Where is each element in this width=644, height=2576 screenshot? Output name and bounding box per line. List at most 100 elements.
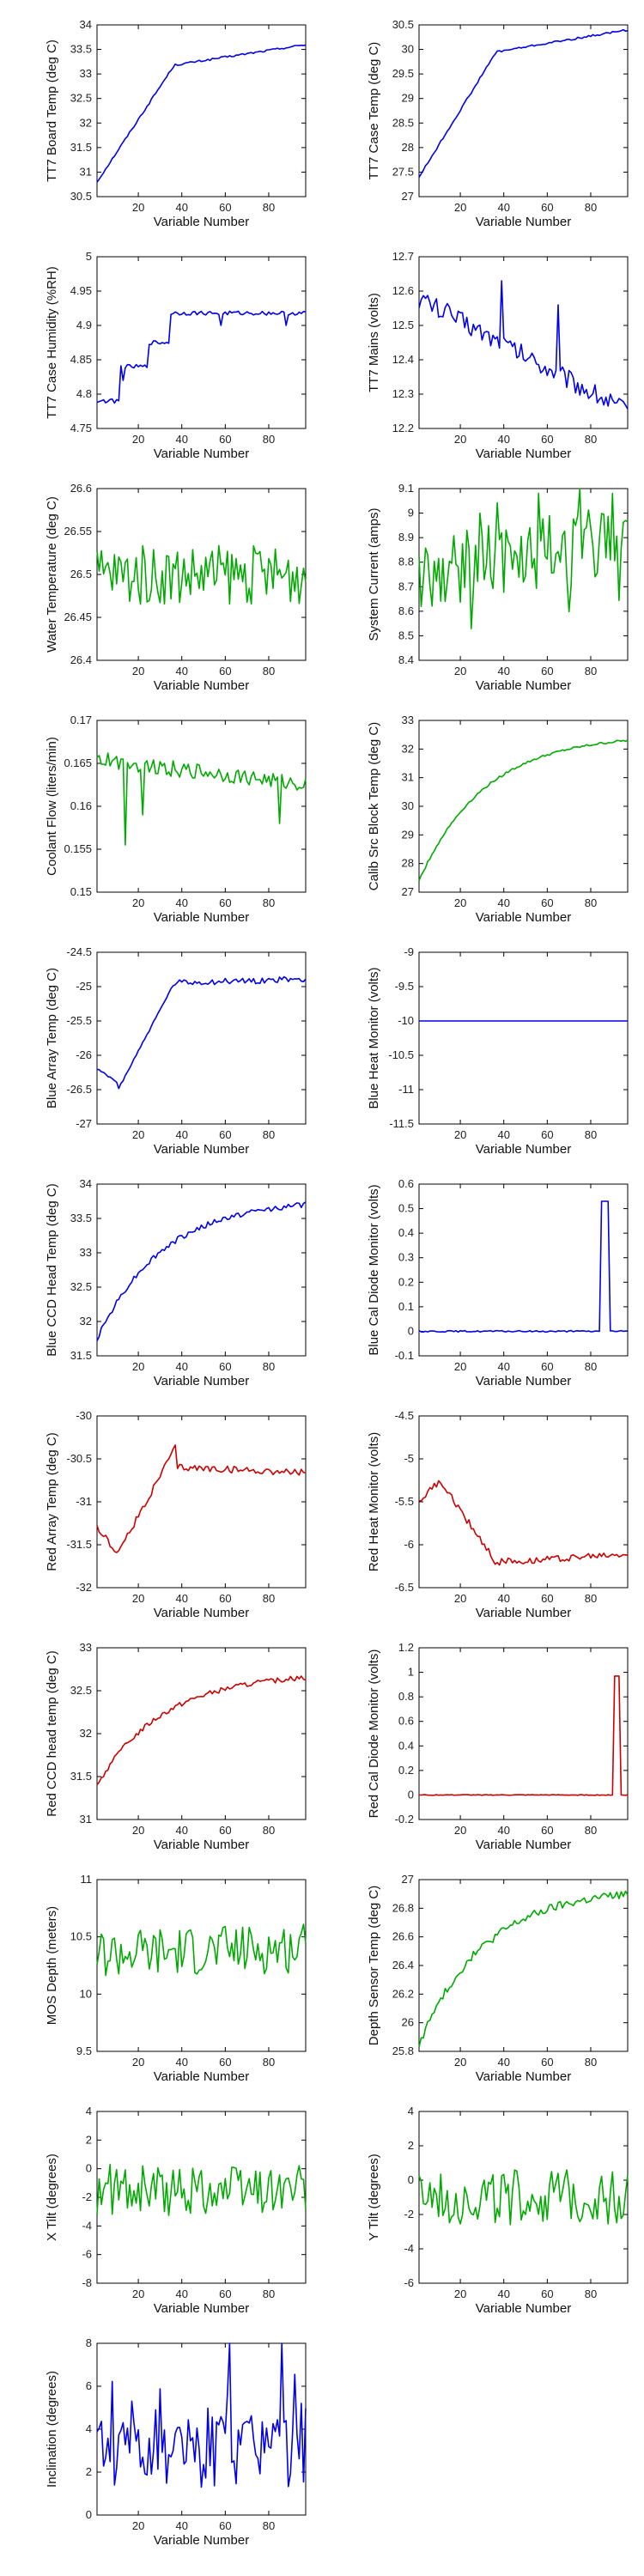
x-axis-label: Variable Number	[476, 2069, 571, 2084]
y-tick-label: 26	[402, 2016, 414, 2029]
chart-panel: 8.4 8.5 8.6 8.7 8.8 8.9 9 9.1 20 40 60 80 Variable N…	[322, 468, 644, 700]
y-axis-label: Blue Cal Diode Monitor (volts)	[367, 1184, 381, 1355]
x-tick-label: 20	[454, 2056, 466, 2069]
y-tick-label: 4.8	[76, 387, 92, 400]
plot-frame	[96, 720, 307, 893]
y-tick-label: -11.5	[389, 1117, 414, 1130]
chart-panel: 0.15 0.155 0.16 0.165 0.17 20 40 60 80 Variable N…	[0, 700, 322, 932]
x-tick-label: 60	[219, 2056, 231, 2069]
y-tick-label: 9	[408, 507, 414, 519]
chart-svg: 8.4 8.5 8.6 8.7 8.8 8.9 9 9.1 20 40 60 80 Variable N…	[367, 482, 629, 693]
y-tick-label: -2	[82, 2190, 92, 2203]
y-axis-label: Red Cal Diode Monitor (volts)	[367, 1649, 381, 1819]
y-tick-label: 33.5	[70, 1212, 92, 1224]
y-tick-label: -10	[398, 1014, 414, 1027]
y-tick-label: 4.95	[70, 284, 92, 297]
y-axis-label: TT7 Mains (volts)	[367, 293, 381, 392]
y-axis-label: Depth Sensor Temp (deg C)	[367, 1886, 381, 2045]
y-axis-label: Water Temperature (deg C)	[45, 496, 59, 653]
x-axis-label: Variable Number	[476, 1606, 571, 1620]
y-tick-label: -31	[76, 1495, 92, 1508]
y-tick-label: 4.9	[76, 319, 92, 331]
plot-frame	[96, 951, 307, 1125]
y-tick-label: 33	[80, 1641, 92, 1654]
x-tick-label: 80	[585, 1360, 597, 1373]
y-axis-label: Calib Src Block Temp (deg C)	[367, 722, 381, 890]
x-tick-label: 80	[585, 2287, 597, 2300]
x-tick-label: 80	[585, 201, 597, 214]
x-tick-label: 40	[175, 1128, 187, 1141]
y-tick-label: 28	[402, 141, 414, 154]
x-tick-label: 80	[585, 896, 597, 909]
x-tick-label: 80	[263, 1824, 275, 1837]
chart-svg: 27 27.5 28 28.5 29 29.5 30 30.5 20 40 60 80 Variable…	[367, 18, 629, 229]
y-tick-label: 32	[80, 1727, 92, 1740]
x-tick-label: 60	[219, 1592, 231, 1605]
series-line	[96, 44, 307, 183]
y-tick-label: -11	[398, 1083, 414, 1096]
x-tick-label: 20	[454, 1592, 466, 1605]
y-tick-label: 0.155	[64, 842, 92, 855]
plot-frame	[96, 1647, 307, 1820]
y-tick-label: 6	[86, 2379, 92, 2392]
y-tick-label: 0.165	[64, 756, 92, 769]
y-tick-label: -6	[404, 1538, 414, 1551]
x-tick-label: 80	[263, 2287, 275, 2300]
x-axis-label: Variable Number	[154, 910, 249, 925]
y-tick-label: -26.5	[66, 1083, 92, 1096]
x-tick-label: 20	[132, 2056, 144, 2069]
x-tick-label: 40	[497, 2056, 509, 2069]
x-tick-label: 20	[454, 1128, 466, 1141]
y-tick-label: 8.7	[398, 580, 414, 592]
x-tick-label: 60	[541, 201, 553, 214]
y-tick-label: 1	[408, 1666, 414, 1679]
x-tick-label: 80	[263, 665, 275, 677]
x-tick-label: 20	[454, 1360, 466, 1373]
x-tick-label: 20	[132, 1592, 144, 1605]
chart-panel: -6.5 -6 -5.5 -5 -4.5 20 40 60 80 Variable Number R…	[322, 1395, 644, 1627]
y-tick-label: 8.9	[398, 531, 414, 544]
series-line	[96, 2342, 307, 2488]
chart-svg: -32 -31.5 -31 -30.5 -30 20 40 60 80 Variable Numb…	[45, 1409, 307, 1620]
x-axis-label: Variable Number	[154, 1838, 249, 1852]
y-tick-label: 29	[402, 92, 414, 105]
y-tick-label: 33	[80, 67, 92, 80]
x-tick-label: 20	[132, 433, 144, 446]
x-axis-label: Variable Number	[154, 1606, 249, 1620]
x-tick-label: 20	[132, 896, 144, 909]
x-tick-label: 20	[454, 665, 466, 677]
x-tick-label: 80	[585, 1128, 597, 1141]
y-tick-label: 4	[86, 2422, 92, 2435]
chart-svg: -11.5 -11 -10.5 -10 -9.5 -9 20 40 60 80 Variable N…	[367, 945, 629, 1157]
chart-svg: 30.5 31 31.5 32 32.5 33 33.5 34 20 40 60 80 Variable…	[45, 18, 307, 229]
chart-panel: -32 -31.5 -31 -30.5 -30 20 40 60 80 Variable Numb…	[0, 1395, 322, 1627]
chart-panel: 4.75 4.8 4.85 4.9 4.95 5 20 40 60 80 Variable Numb…	[0, 236, 322, 468]
y-tick-label: 26.8	[392, 1901, 414, 1914]
chart-svg: 31.5 32 32.5 33 33.5 34 20 40 60 80 Variable Numbe…	[45, 1177, 307, 1388]
series-line	[419, 1675, 629, 1796]
x-tick-label: 80	[263, 1128, 275, 1141]
x-tick-label: 60	[219, 201, 231, 214]
x-tick-label: 60	[541, 2287, 553, 2300]
x-tick-label: 80	[263, 433, 275, 446]
plot-frame	[96, 1183, 307, 1357]
x-tick-label: 80	[263, 2519, 275, 2532]
x-tick-label: 60	[541, 433, 553, 446]
x-tick-label: 40	[497, 665, 509, 677]
y-tick-label: 12.2	[392, 422, 414, 434]
chart-svg: 9.5 10 10.5 11 20 40 60 80 Variable Number MOS De…	[45, 1873, 307, 2084]
y-tick-label: -10.5	[388, 1048, 414, 1061]
x-tick-label: 20	[132, 1128, 144, 1141]
y-tick-label: -0.2	[395, 1813, 414, 1826]
y-axis-label: Blue CCD Head Temp (deg C)	[45, 1183, 59, 1356]
x-tick-label: 60	[219, 1360, 231, 1373]
y-tick-label: 34	[80, 1177, 92, 1190]
y-tick-label: 0.3	[398, 1251, 414, 1264]
y-tick-label: -9.5	[395, 980, 414, 993]
y-tick-label: 8.5	[398, 629, 414, 641]
y-tick-label: 31.5	[70, 1770, 92, 1783]
x-tick-label: 80	[263, 2056, 275, 2069]
series-line	[418, 488, 629, 629]
y-tick-label: -0.1	[395, 1349, 414, 1362]
y-tick-label: 0	[408, 2173, 414, 2186]
